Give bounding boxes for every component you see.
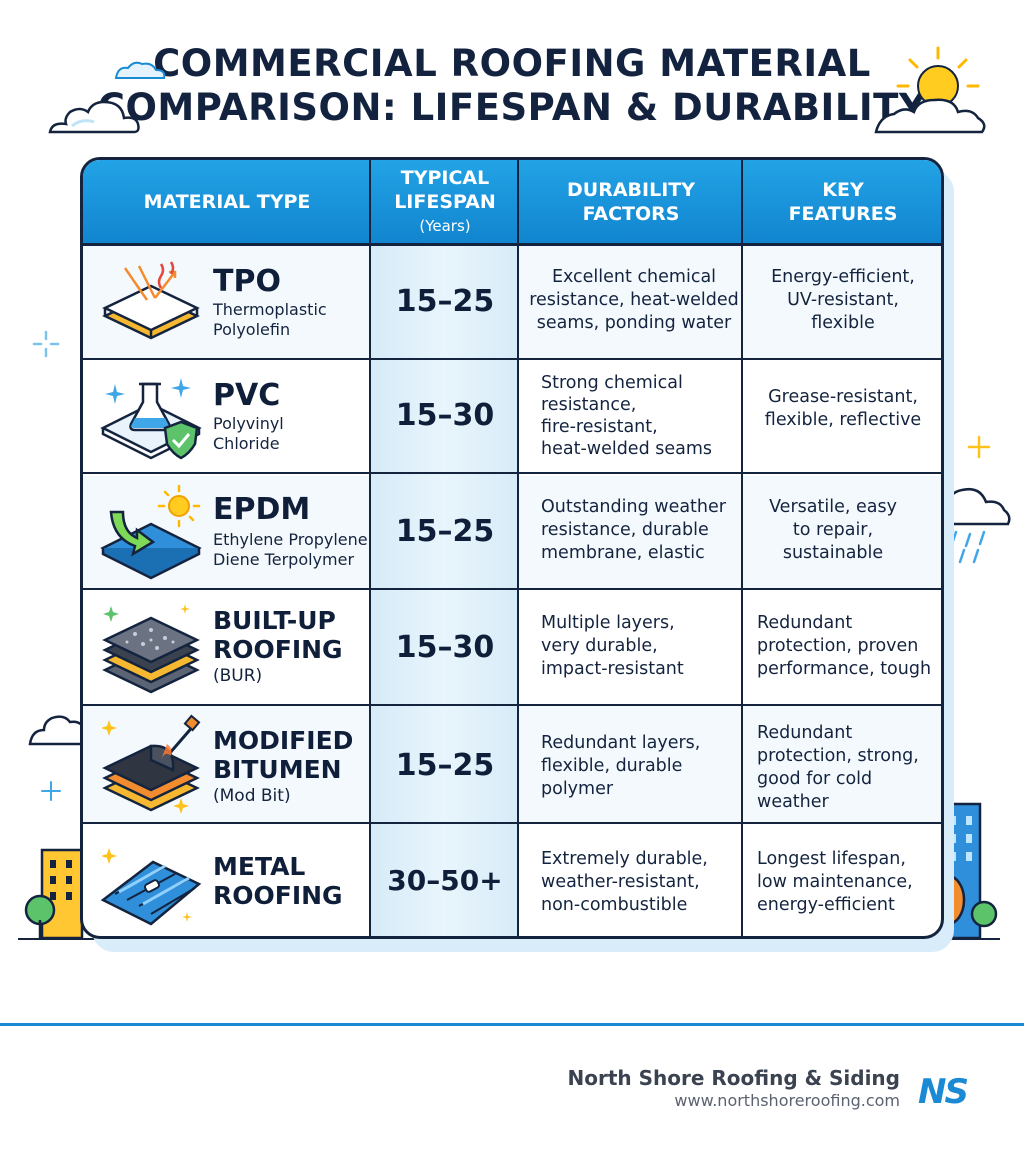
material-full-name: Diene Terpolymer — [213, 550, 355, 569]
sparkle-icon — [967, 435, 991, 459]
feature-line: Versatile, easy — [769, 497, 897, 517]
comparison-table: MATERIAL TYPE TYPICAL LIFESPAN (Years) D… — [80, 157, 944, 939]
table-header: MATERIAL TYPE TYPICAL LIFESPAN (Years) D… — [83, 160, 941, 246]
durability-line: resistance, heat-welded — [529, 290, 739, 310]
cloud-icon — [874, 98, 986, 134]
durability-line: seams, ponding water — [536, 313, 732, 333]
feature-line: sustainable — [782, 543, 884, 563]
header-features: KEY FEATURES — [788, 178, 898, 225]
built-up-layers-icon — [102, 604, 200, 694]
durability-line: Excellent chemical — [551, 267, 717, 287]
header-lifespan: TYPICAL LIFESPAN (Years) — [394, 166, 496, 235]
material-name: TPO — [213, 264, 281, 299]
feature-line: performance, tough — [757, 659, 932, 679]
durability-line: very durable, — [541, 636, 658, 656]
durability-line: resistance, durable — [541, 520, 709, 540]
sparkle-icon — [32, 330, 60, 358]
feature-line: energy-efficient — [757, 895, 895, 915]
durability-line: non-combustible — [541, 895, 688, 915]
lifespan-value: 15–25 — [395, 748, 495, 783]
durability-line: Outstanding weather — [541, 497, 726, 517]
lifespan-value: 15–25 — [395, 514, 495, 549]
tpo-membrane-icon — [102, 261, 200, 340]
lifespan-value: 15–25 — [395, 284, 495, 319]
material-full-name: (Mod Bit) — [213, 786, 291, 806]
durability-line: Extremely durable, — [541, 849, 708, 869]
feature-line: to repair, — [792, 520, 874, 540]
durability-line: membrane, elastic — [541, 543, 705, 563]
durability-line: weather-resistant, — [541, 872, 700, 892]
durability-line: impact-resistant — [541, 659, 684, 679]
header-durability: DURABILITY FACTORS — [567, 178, 695, 225]
small-cloud-icon — [114, 61, 166, 79]
durability-line: polymer — [541, 779, 614, 799]
feature-line: protection, proven — [757, 636, 919, 656]
feature-line: protection, strong, — [757, 746, 919, 766]
durability-line: resistance, — [541, 395, 637, 415]
feature-line: Longest lifespan, — [757, 849, 906, 869]
feature-line: flexible, reflective — [764, 410, 922, 430]
title-line-1: COMMERCIAL ROOFING MATERIAL — [153, 42, 871, 85]
feature-line: Redundant — [757, 723, 853, 743]
mod-bit-torch-icon — [101, 714, 201, 814]
lifespan-value: 15–30 — [395, 630, 495, 665]
lifespan-column-bg — [371, 246, 519, 936]
title-line-2: COMPARISON: LIFESPAN & DURABILITY — [97, 86, 927, 129]
epdm-sheet-icon — [100, 484, 202, 580]
sun-icon — [896, 46, 980, 107]
material-full-name: Chloride — [213, 434, 280, 453]
durability-line: heat-welded seams — [541, 439, 713, 459]
cloud-icon — [48, 100, 140, 134]
material-full-name: (BUR) — [213, 666, 263, 686]
durability-line: Strong chemical — [541, 373, 683, 393]
durability-line: Redundant layers, — [541, 733, 701, 753]
material-full-name: Thermoplastic — [213, 300, 327, 319]
lifespan-value: 30–50+ — [387, 864, 503, 897]
feature-line: UV-resistant, — [787, 290, 899, 310]
material-name: PVC — [213, 378, 281, 413]
material-name: MODIFIED BITUMEN — [213, 726, 354, 784]
city-buildings-icon — [18, 848, 98, 940]
header-material-type: MATERIAL TYPE — [143, 190, 311, 213]
durability-line: Multiple layers, — [541, 613, 675, 633]
feature-line: Grease-resistant, — [768, 387, 918, 407]
footer-divider — [0, 1023, 1024, 1026]
feature-line: low maintenance, — [757, 872, 913, 892]
material-full-name: Polyvinyl — [213, 414, 284, 433]
company-logo: NS — [918, 1072, 969, 1112]
company-url[interactable]: www.northshoreroofing.com — [674, 1091, 900, 1110]
material-full-name: Polyolefin — [213, 320, 291, 339]
page-title: COMMERCIAL ROOFING MATERIAL COMPARISON: … — [0, 42, 1024, 130]
sparkle-icon — [41, 781, 61, 801]
metal-roof-panel-icon — [100, 848, 202, 926]
material-name: EPDM — [213, 492, 311, 527]
durability-line: flexible, durable — [541, 756, 683, 776]
company-name: North Shore Roofing & Siding — [567, 1066, 901, 1090]
feature-line: Energy-efficient, — [771, 267, 915, 287]
feature-line: flexible — [811, 313, 875, 333]
feature-line: weather — [757, 792, 829, 812]
material-name: METAL ROOFING — [213, 852, 343, 910]
feature-line: Redundant — [757, 613, 853, 633]
material-full-name: Ethylene Propylene — [213, 530, 368, 549]
lifespan-value: 15–30 — [395, 398, 495, 433]
feature-line: good for cold — [757, 769, 873, 789]
durability-line: fire-resistant, — [541, 417, 658, 437]
material-name: BUILT-UP ROOFING — [213, 606, 343, 664]
